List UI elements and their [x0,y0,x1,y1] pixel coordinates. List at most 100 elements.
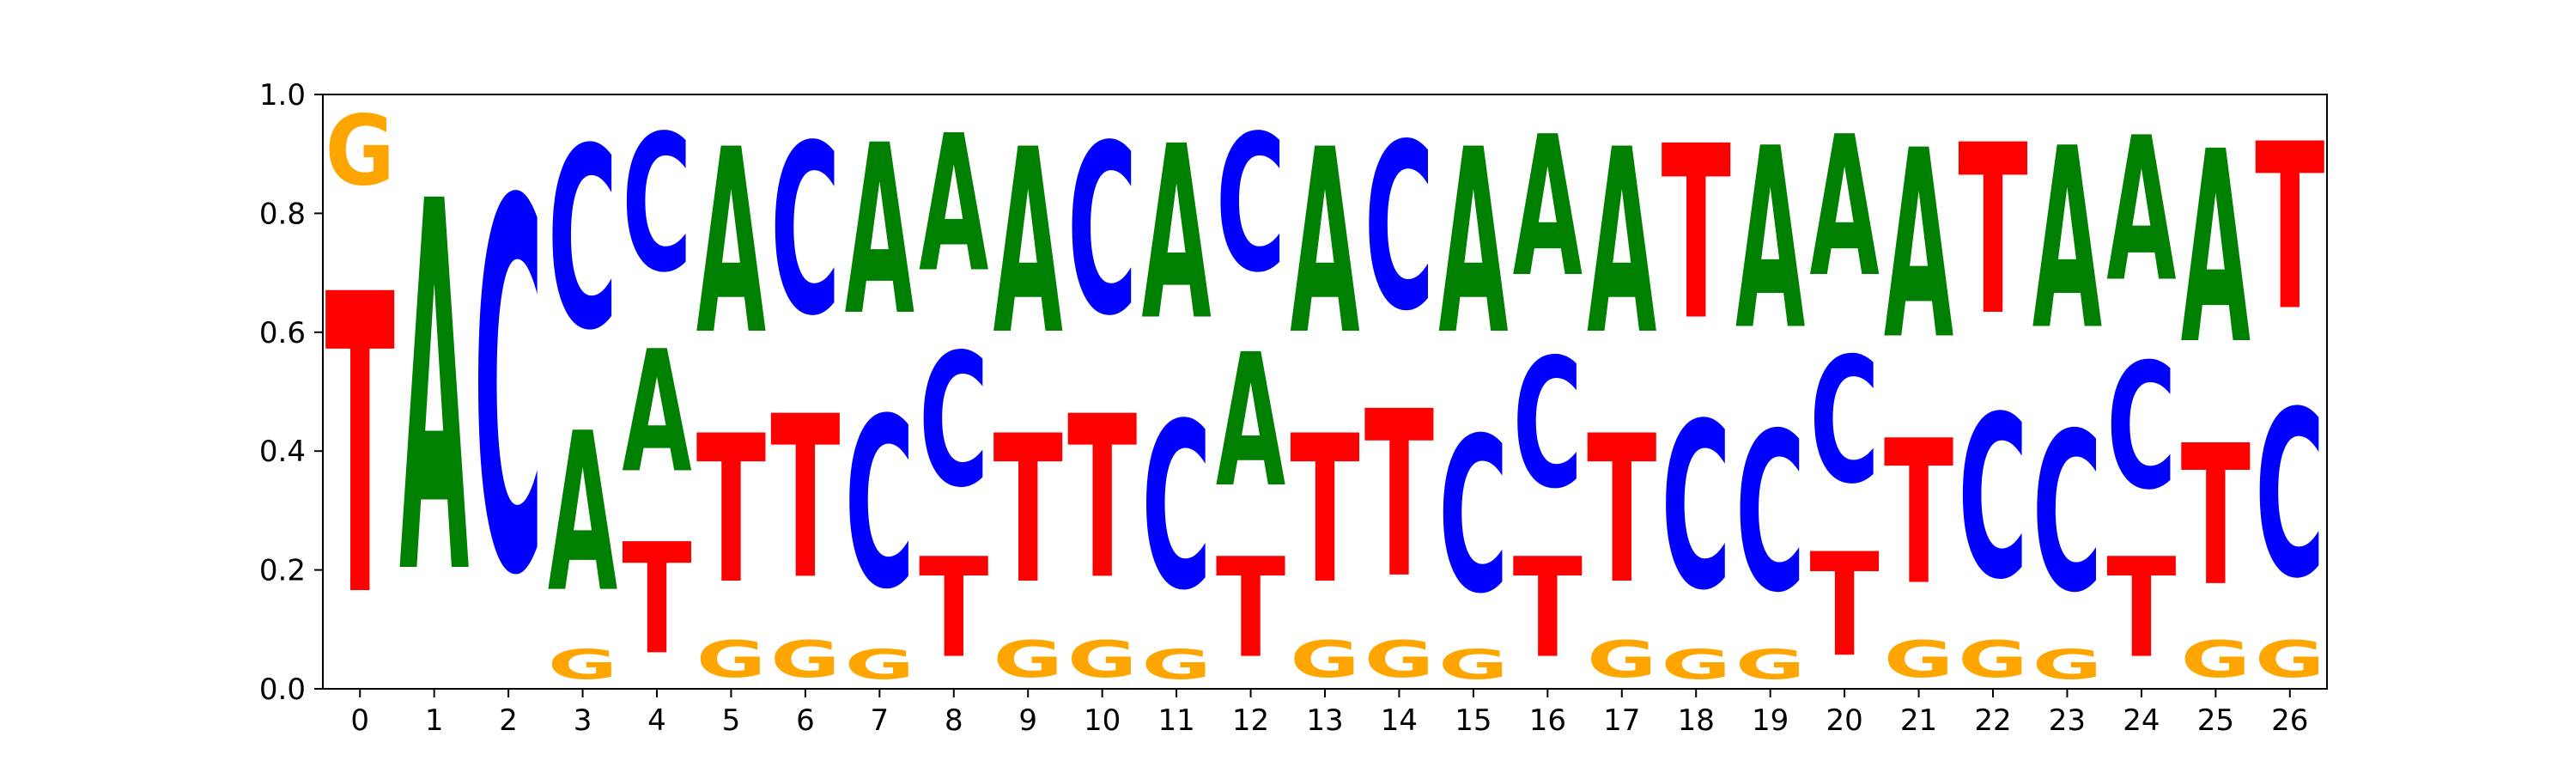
logo-letter-G-pos-15: G [1438,642,1508,689]
logo-letter-A-pos-5: A [696,96,766,392]
logo-letter-A-pos-4: A [622,315,691,510]
logo-letter-A-pos-12: A [1216,314,1285,528]
logo-letter-T-pos-20: T [1809,524,1879,690]
logo-letter-A-pos-8: A [919,96,988,314]
logo-letter-G-pos-3: G [548,642,617,689]
logo-letter-T-pos-21: T [1884,399,1953,630]
logo-letter-G-pos-11: G [1141,642,1211,689]
logo-letter-C-pos-20: C [1809,321,1879,522]
x-tick-label: 11 [1157,703,1194,738]
logo-letter-C-pos-22: C [1958,369,2027,630]
logo-letter-A-pos-19: A [1735,96,1805,385]
x-tick-label: 0 [350,703,369,738]
logo-letter-G-pos-5: G [696,630,766,689]
logo-letter-C-pos-19: C [1735,387,1805,642]
logo-letter-A-pos-13: A [1290,96,1359,392]
logo-letter-T-pos-0: T [325,210,396,688]
logo-letter-T-pos-25: T [2181,405,2251,629]
y-tick-label: 0.4 [259,435,306,469]
x-tick-label: 5 [722,703,741,738]
logo-letter-G-pos-7: G [845,642,914,689]
logo-letter-A-pos-21: A [1884,95,1953,397]
logo-letter-T-pos-26: T [2255,95,2324,362]
logo-letter-C-pos-8: C [919,315,988,528]
logo-letter-A-pos-25: A [2181,96,2251,403]
y-tick-label: 1.0 [259,78,306,113]
logo-letter-T-pos-12: T [1216,529,1285,689]
y-tick-label: 0.8 [259,197,306,231]
logo-letter-C-pos-6: C [770,94,840,367]
logo-letter-A-pos-23: A [2032,96,2102,385]
logo-letter-T-pos-22: T [1958,94,2027,367]
x-tick-label: 21 [1900,703,1937,738]
logo-letter-T-pos-13: T [1290,393,1359,629]
logo-letter-A-pos-16: A [1513,95,1583,320]
x-tick-label: 7 [871,703,890,738]
x-tick-label: 4 [647,703,666,738]
logo-letter-C-pos-24: C [2106,327,2176,528]
logo-letter-C-pos-26: C [2255,363,2324,629]
logo-letter-G-pos-10: G [1067,630,1137,689]
x-tick-label: 24 [2123,703,2160,738]
x-tick-label: 19 [1752,703,1789,738]
x-tick-label: 18 [1678,703,1715,738]
logo-letter-C-pos-7: C [845,368,914,641]
logo-letter-A-pos-24: A [2106,96,2176,326]
logo-letter-A-pos-11: A [1141,95,1211,374]
logo-letter-G-pos-9: G [993,630,1063,689]
y-tick-label: 0.0 [259,673,306,707]
logo-letter-T-pos-9: T [993,393,1063,629]
logo-letter-C-pos-4: C [622,94,691,313]
logo-glyphs: TG A C GACTACGTAGTCGCATCAGTAGTCGCATACGTAGTC… [325,94,2325,689]
logo-letter-G-pos-17: G [1587,630,1656,689]
y-tick-label: 0.6 [259,316,306,350]
logo-letter-G-pos-18: G [1662,642,1731,689]
x-tick-label: 2 [499,703,518,738]
logo-letter-C-pos-2: C [473,96,543,687]
logo-letter-A-pos-7: A [845,95,914,368]
logo-letter-G-pos-19: G [1735,642,1805,689]
x-tick-label: 23 [2049,703,2086,738]
logo-letter-G-pos-6: G [770,630,840,689]
logo-letter-T-pos-6: T [770,368,840,629]
x-tick-label: 22 [1974,703,2011,738]
logo-letter-T-pos-18: T [1662,96,1731,373]
x-tick-label: 26 [2271,703,2308,738]
logo-letter-C-pos-14: C [1364,96,1434,362]
logo-letter-C-pos-3: C [548,94,617,385]
logo-letter-T-pos-16: T [1513,529,1583,689]
logo-letter-C-pos-10: C [1067,94,1137,367]
x-tick-label: 17 [1603,703,1640,738]
x-tick-label: 9 [1018,703,1037,738]
x-tick-label: 12 [1232,703,1269,738]
logo-letter-G-pos-26: G [2255,630,2324,689]
logo-letter-A-pos-9: A [993,96,1063,392]
x-tick-label: 20 [1826,703,1862,738]
x-tick-label: 15 [1455,703,1492,738]
logo-letter-A-pos-15: A [1438,96,1508,392]
logo-letter-C-pos-18: C [1662,375,1731,641]
logo-letter-G-pos-22: G [1958,630,2027,689]
logo-letter-T-pos-17: T [1587,393,1656,629]
logo-letter-C-pos-16: C [1513,322,1583,529]
logo-letter-A-pos-1: A [399,97,470,688]
x-tick-label: 6 [796,703,815,738]
logo-letter-G-pos-23: G [2032,642,2102,689]
x-axis: 0 1 2 3 4 5 6 7 8 9 10 11 12 13 14 15 16 17 18 19 20 21 22 23 24… [350,689,2308,738]
logo-letter-G-pos-14: G [1364,630,1434,689]
logo-letter-A-pos-20: A [1809,95,1879,320]
logo-letter-T-pos-4: T [622,511,691,689]
logo-letter-C-pos-15: C [1438,393,1508,641]
y-tick-label: 0.2 [259,554,306,588]
x-tick-label: 8 [945,703,963,738]
logo-letter-C-pos-12: C [1216,94,1285,313]
x-tick-label: 25 [2197,703,2234,738]
x-tick-label: 10 [1084,703,1121,738]
x-tick-label: 1 [425,703,444,738]
x-tick-label: 3 [574,703,592,738]
logo-letter-C-pos-11: C [1141,375,1211,641]
logo-letter-A-pos-3: A [548,386,617,641]
logo-letter-A-pos-17: A [1587,96,1656,392]
logo-letter-T-pos-5: T [696,393,766,629]
